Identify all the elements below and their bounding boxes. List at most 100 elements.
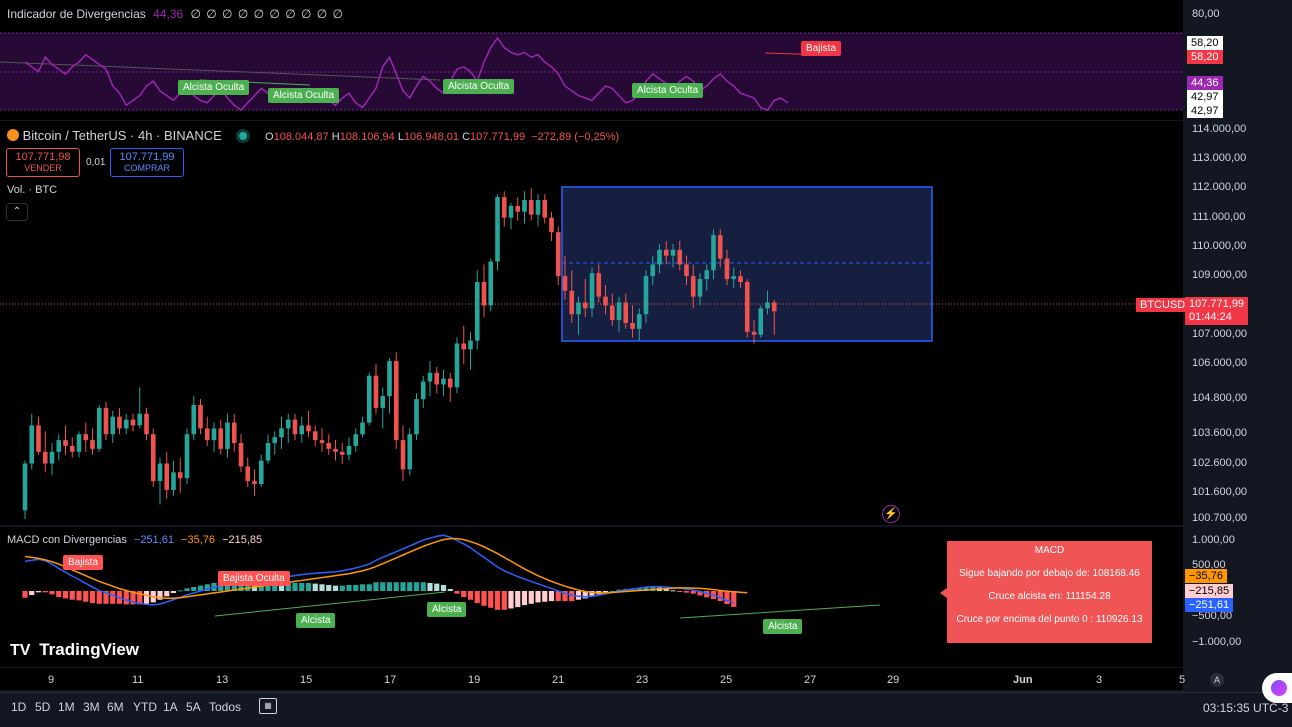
time-tick: 19 [468, 674, 481, 686]
rsi-ma-line [0, 61, 441, 81]
macd-histogram-bar [582, 591, 588, 599]
candle-body [252, 481, 257, 485]
sell-button[interactable]: 107.771,98 VENDER [6, 148, 80, 177]
macd-histogram-bar [312, 583, 318, 591]
price-tick: 106.000,00 [1192, 356, 1248, 369]
rsi-label-alcista-oculta-1: Alcista Oculta [178, 80, 250, 95]
candle-body [258, 460, 264, 485]
macd-histogram-bar [35, 591, 42, 593]
candle-body [204, 428, 210, 441]
macd-box-line1: Sigue bajando por debajo de: 108168.46 [959, 568, 1140, 579]
candle-body [373, 375, 379, 408]
symbol-title[interactable]: Bitcoin / TetherUS · 4h · BINANCE [22, 128, 222, 143]
sell-label: VENDER [24, 163, 62, 173]
macd-histogram-bar [177, 590, 183, 592]
range-button[interactable]: 5A [186, 700, 201, 714]
candle-body [393, 361, 399, 441]
range-button[interactable]: 1M [58, 700, 75, 714]
macd-axis-neg500: −500,00 [1192, 610, 1233, 622]
candle-body [636, 314, 642, 329]
macd-histogram-bar [305, 582, 312, 591]
macd-info-box: MACD Sigue bajando por debajo de: 108168… [947, 541, 1152, 643]
candle-body [650, 264, 656, 277]
brain-icon[interactable] [1262, 673, 1292, 703]
price-tick: 104.800,00 [1192, 392, 1248, 405]
candle-body [474, 282, 480, 341]
ohlc-h-label: H [331, 131, 340, 143]
macd-histogram-bar [454, 591, 460, 594]
tradingview-logo[interactable]: TV TradingView [10, 640, 139, 660]
macd-histogram-bar [663, 588, 669, 591]
price-tick: 114.000,00 [1192, 122, 1247, 135]
candle-body [319, 440, 325, 444]
ohlc-o: 108.044,87 [273, 131, 329, 143]
macd-histogram-bar [353, 584, 359, 591]
macd-histogram-bar [589, 591, 595, 597]
time-tick: 11 [132, 674, 144, 686]
range-button[interactable]: 5D [35, 700, 51, 714]
candle-body [137, 413, 143, 426]
candle-body [441, 378, 446, 385]
buy-button[interactable]: 107.771,99 COMPRAR [110, 148, 184, 177]
candle-body [339, 451, 345, 455]
range-button[interactable]: 1D [11, 700, 27, 714]
macd-histogram-bar [528, 591, 534, 604]
candle-body [427, 372, 433, 382]
rsi-line [24, 36, 789, 111]
collapse-button[interactable]: ⌃ [6, 203, 28, 221]
price-tick: 113.000,00 [1192, 152, 1247, 165]
macd-histogram-bar [366, 584, 372, 591]
macd-histogram-bar [380, 582, 386, 591]
macd-label-alcista-3: Alcista [763, 619, 803, 634]
candle-body [380, 396, 386, 408]
macd-histogram-bar [69, 591, 75, 600]
candle-body [211, 428, 217, 441]
time-tick: 25 [720, 674, 733, 686]
range-button[interactable]: 1A [163, 700, 178, 714]
replay-icon[interactable]: ⚡ [882, 505, 900, 523]
range-button[interactable]: YTD [133, 700, 157, 714]
candle-body [657, 249, 662, 265]
candle-body [103, 407, 109, 435]
candle-body [191, 404, 197, 435]
macd-histogram-bar [467, 591, 474, 600]
macd-histogram-bar [704, 591, 710, 598]
candle-body [623, 302, 629, 323]
auto-scale-button[interactable]: A [1210, 673, 1224, 687]
calendar-icon[interactable]: ▦ [259, 698, 277, 714]
macd-tag-hist: −215,85 [1185, 584, 1234, 598]
clock[interactable]: 03:15:35 UTC-3 [1203, 701, 1289, 715]
signal-line [24, 537, 748, 599]
price-tick: 107.000,00 [1192, 327, 1248, 340]
candle-body [90, 440, 95, 449]
candle-body [690, 276, 696, 297]
macd-histogram-bar [96, 591, 102, 604]
rsi-label-alcista-oculta-4: Alcista Oculta [632, 83, 704, 98]
macd-histogram-bar [440, 584, 447, 591]
candle-body [677, 249, 683, 265]
bottom-toolbar [0, 692, 1292, 727]
candle-body [326, 443, 332, 449]
candle-body [738, 276, 743, 283]
macd-histogram-bar [184, 588, 190, 591]
ohlc-change: −272,89 (−0,25%) [531, 131, 620, 143]
candle-body [285, 419, 291, 429]
candle-body [36, 425, 41, 452]
range-button[interactable]: 3M [83, 700, 100, 714]
price-tick: 103.600,00 [1192, 427, 1248, 440]
macd-histogram-bar [400, 582, 406, 591]
candle-body [49, 451, 55, 464]
range-button[interactable]: Todos [209, 700, 242, 714]
candle-body [177, 472, 183, 479]
range-button[interactable]: 6M [107, 700, 124, 714]
candle-body [353, 434, 359, 446]
macd-box-pointer [940, 588, 947, 598]
time-axis[interactable]: 9 11 13 15 17 19 21 23 25 27 29 Jun 3 5 [0, 668, 1185, 690]
macd-histogram [22, 581, 737, 610]
last-price-tag: 107.771,99 01:44:24 [1185, 297, 1249, 325]
macd-histogram-bar [76, 591, 82, 601]
rsi-label-alcista-oculta-3: Alcista Oculta [443, 79, 515, 94]
macd-chart [22, 534, 881, 619]
chevron-up-icon: ⌃ [12, 206, 22, 217]
price-axis[interactable]: 114.000,00 113.000,00 112.000,00 111.000,00… [1183, 121, 1292, 525]
